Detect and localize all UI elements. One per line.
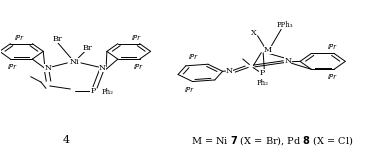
Text: N: N xyxy=(226,67,233,75)
Text: P: P xyxy=(260,69,265,77)
Text: iPr: iPr xyxy=(184,87,194,93)
Text: N: N xyxy=(284,57,291,65)
Text: iPr: iPr xyxy=(15,35,24,41)
Text: iPr: iPr xyxy=(8,64,17,70)
Text: Br: Br xyxy=(52,35,62,43)
Text: Ph₂: Ph₂ xyxy=(257,79,268,87)
Text: iPr: iPr xyxy=(133,64,143,70)
Text: 4: 4 xyxy=(63,135,70,145)
Text: iPr: iPr xyxy=(132,35,141,41)
Text: N: N xyxy=(44,64,51,71)
Text: M = Ni $\mathbf{7}$ (X = Br), Pd $\mathbf{8}$ (X = Cl): M = Ni $\mathbf{7}$ (X = Br), Pd $\mathb… xyxy=(191,134,353,147)
Text: P: P xyxy=(90,86,96,95)
Text: PPh₃: PPh₃ xyxy=(277,21,293,29)
Text: Ph₂: Ph₂ xyxy=(101,88,113,96)
Text: M: M xyxy=(264,46,272,54)
Text: Ni: Ni xyxy=(69,58,79,66)
Text: Br: Br xyxy=(82,44,92,52)
Text: X: X xyxy=(251,29,257,37)
Text: iPr: iPr xyxy=(189,54,198,60)
Text: iPr: iPr xyxy=(328,74,337,80)
Text: iPr: iPr xyxy=(328,44,337,50)
Text: N: N xyxy=(99,64,106,72)
